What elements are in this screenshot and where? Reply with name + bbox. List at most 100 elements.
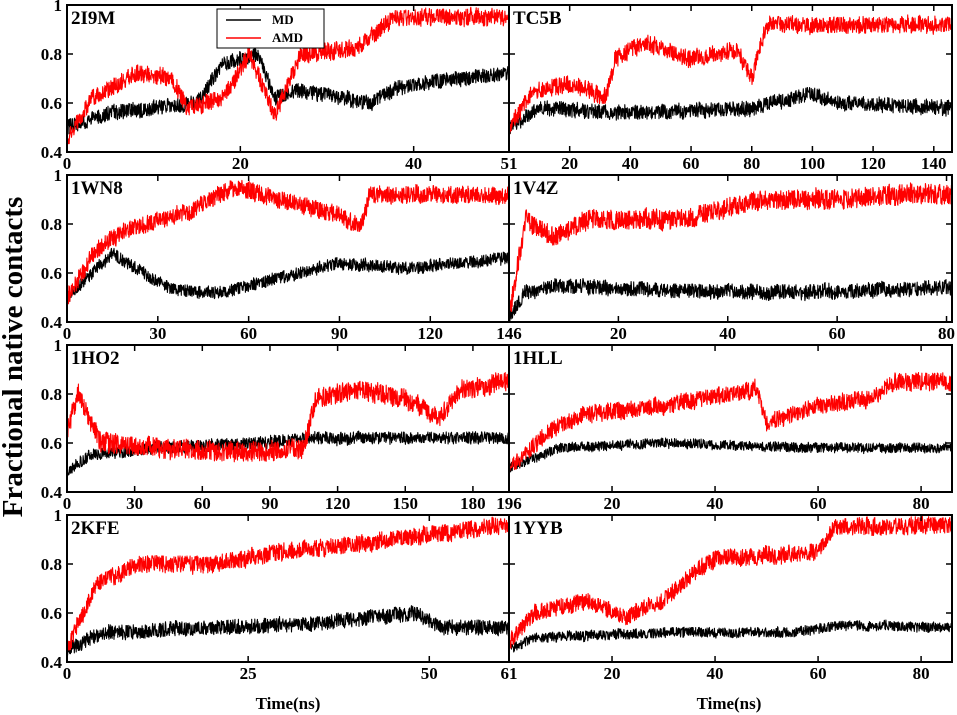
series-line-md-1wn8 <box>67 247 509 302</box>
x-tick-label-1v4z: 80 <box>938 324 955 343</box>
x-tick-label-1ho2: 180 <box>460 494 486 513</box>
panel-2i9m: 0 20 40 51 0.4 0.6 0.8 1 2I9M <box>41 0 518 173</box>
x-tick-label-1ho2: 90 <box>261 494 278 513</box>
y-tick-label-2kfe: 0.8 <box>41 555 62 574</box>
x-tick-label-1yyb: 20 <box>604 664 621 683</box>
x-tick-label-2i9m: 20 <box>232 154 249 173</box>
panel-1yyb: 20 40 60 80 1YYB <box>508 514 953 683</box>
y-tick-label-2kfe: 1 <box>54 506 63 525</box>
panel-traces-2kfe <box>67 516 509 657</box>
series-line-amd-1hll <box>509 371 952 475</box>
x-axis-title-right: Time(ns) <box>697 694 762 713</box>
x-tick-label-1wn8: 0 <box>63 324 72 343</box>
x-tick-label-2kfe: 25 <box>240 664 257 683</box>
x-tick-label-1yyb: 80 <box>913 664 930 683</box>
panel-1ho2: 0 30 60 90 120 150 180 196 0.4 0.6 0.8 1 1HO2 <box>41 336 522 513</box>
x-tick-label-1wn8: 60 <box>240 324 257 343</box>
series-line-amd-1yyb <box>509 515 952 649</box>
x-tick-label-1hll: 40 <box>707 494 724 513</box>
x-tick-label-tc5b: 120 <box>860 154 886 173</box>
x-tick-label-1yyb: 60 <box>810 664 827 683</box>
y-tick-label-1ho2: 0.6 <box>41 434 62 453</box>
x-tick-label-2i9m: 0 <box>63 154 72 173</box>
x-tick-label-tc5b: 40 <box>622 154 639 173</box>
panel-title-1wn8: 1WN8 <box>71 178 123 199</box>
y-tick-label-1ho2: 1 <box>54 336 63 355</box>
panel-frame-1hll <box>508 344 953 493</box>
panel-title-1ho2: 1HO2 <box>71 348 120 369</box>
legend-label-md: MD <box>272 12 294 27</box>
panel-traces-2i9m <box>67 6 509 145</box>
panel-traces-1hll <box>509 371 952 475</box>
series-line-md-1yyb <box>509 619 952 653</box>
panel-1hll: 20 40 60 80 1HLL <box>508 344 953 513</box>
panel-1wn8: 0 30 60 90 120 146 0.4 0.6 0.8 1 1WN8 <box>41 166 522 343</box>
x-tick-label-tc5b: 140 <box>921 154 947 173</box>
series-line-md-1v4z <box>509 277 952 322</box>
y-tick-label-2i9m: 0.6 <box>41 94 62 113</box>
x-tick-label-2i9m: 40 <box>405 154 422 173</box>
panel-frame-1v4z <box>508 174 953 323</box>
y-tick-label-2i9m: 1 <box>54 0 63 15</box>
x-tick-label-1ho2: 60 <box>194 494 211 513</box>
panel-tc5b: 20 40 60 80 100 120 140 TC5B <box>508 4 953 173</box>
legend-label-amd: AMD <box>272 30 303 45</box>
y-tick-label-1ho2: 0.8 <box>41 385 62 404</box>
x-tick-label-1yyb: 40 <box>707 664 724 683</box>
x-axis-title-left: Time(ns) <box>256 694 321 713</box>
series-line-md-1hll <box>509 437 952 473</box>
x-tick-label-2i9m: 51 <box>501 154 518 173</box>
x-tick-label-1ho2: 196 <box>496 494 522 513</box>
x-tick-label-1ho2: 0 <box>63 494 72 513</box>
series-line-amd-tc5b <box>509 14 952 135</box>
series-line-md-tc5b <box>509 86 952 135</box>
panel-frame-tc5b <box>508 4 953 153</box>
panel-1v4z: 20 40 60 80 1V4Z <box>508 174 955 343</box>
x-tick-label-1ho2: 120 <box>325 494 351 513</box>
x-tick-label-1wn8: 30 <box>149 324 166 343</box>
series-line-md-2i9m <box>67 46 509 135</box>
x-tick-label-1hll: 20 <box>604 494 621 513</box>
x-tick-label-tc5b: 60 <box>683 154 700 173</box>
y-tick-label-1wn8: 1 <box>54 166 63 185</box>
y-tick-label-2kfe: 0.6 <box>41 604 62 623</box>
legend: MD AMD <box>216 8 325 49</box>
series-line-amd-1v4z <box>509 182 952 313</box>
panel-traces-1ho2 <box>67 372 509 476</box>
x-tick-label-tc5b: 80 <box>743 154 760 173</box>
series-line-amd-2kfe <box>67 516 509 651</box>
y-tick-label-2i9m: 0.8 <box>41 45 62 64</box>
x-tick-label-2kfe: 61 <box>501 664 518 683</box>
y-tick-label-2kfe: 0.4 <box>41 653 63 672</box>
y-tick-label-1wn8: 0.6 <box>41 264 62 283</box>
x-tick-label-tc5b: 20 <box>561 154 578 173</box>
x-tick-label-tc5b: 100 <box>800 154 826 173</box>
x-tick-label-1v4z: 20 <box>610 324 627 343</box>
panel-title-2kfe: 2KFE <box>71 518 120 539</box>
y-tick-label-1wn8: 0.4 <box>41 313 63 332</box>
x-tick-label-1v4z: 60 <box>829 324 846 343</box>
panel-traces-tc5b <box>509 14 952 135</box>
x-tick-label-1ho2: 30 <box>126 494 143 513</box>
x-tick-label-1hll: 80 <box>913 494 930 513</box>
legend-box <box>216 8 325 49</box>
x-tick-label-1wn8: 120 <box>418 324 444 343</box>
x-tick-label-2kfe: 50 <box>421 664 438 683</box>
panel-frame-1yyb <box>508 514 953 663</box>
x-tick-label-1wn8: 146 <box>496 324 522 343</box>
panel-traces-1yyb <box>509 515 952 653</box>
x-tick-label-1ho2: 150 <box>393 494 419 513</box>
series-line-amd-1ho2 <box>67 372 509 463</box>
panel-title-1hll: 1HLL <box>513 348 563 369</box>
series-line-amd-2i9m <box>67 6 509 145</box>
panel-title-1v4z: 1V4Z <box>513 178 558 199</box>
x-tick-label-1wn8: 90 <box>331 324 348 343</box>
y-tick-label-1wn8: 0.8 <box>41 215 62 234</box>
x-tick-label-1v4z: 40 <box>719 324 736 343</box>
y-tick-label-2i9m: 0.4 <box>41 143 63 162</box>
series-line-amd-1wn8 <box>67 179 509 305</box>
series-line-md-2kfe <box>67 605 509 657</box>
panel-traces-1wn8 <box>67 179 509 305</box>
